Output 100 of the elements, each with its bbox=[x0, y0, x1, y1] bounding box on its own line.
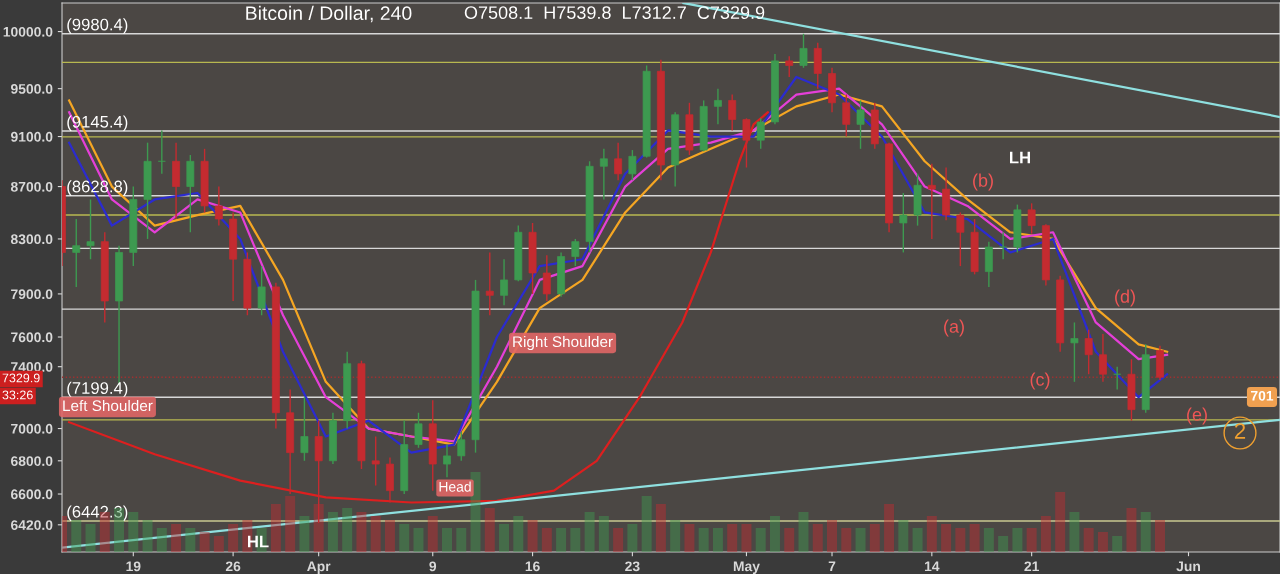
bar bbox=[342, 508, 353, 552]
bar bbox=[370, 516, 381, 552]
bar bbox=[413, 528, 424, 552]
ref-line-label: (9980.4) bbox=[67, 18, 128, 34]
bar bbox=[1126, 508, 1137, 552]
bar bbox=[855, 528, 866, 552]
candlestick bbox=[542, 254, 551, 302]
y-tick-label: 7000.0 bbox=[11, 423, 53, 434]
bar bbox=[955, 528, 966, 552]
bar bbox=[442, 528, 452, 552]
y-tick-label: 7600.0 bbox=[11, 332, 53, 343]
x-tick-label: 23 bbox=[625, 561, 640, 572]
bar bbox=[941, 524, 952, 552]
candlestick bbox=[72, 218, 81, 288]
x-tick-label: 21 bbox=[1024, 561, 1039, 572]
bar bbox=[228, 524, 239, 552]
text: 33:26 bbox=[2, 390, 33, 400]
bar bbox=[541, 528, 552, 552]
candlestick bbox=[443, 443, 451, 478]
bar bbox=[584, 512, 595, 552]
candlestick bbox=[500, 258, 508, 306]
candlestick bbox=[927, 163, 936, 240]
bar bbox=[1026, 528, 1037, 552]
text: 7329.9 bbox=[2, 373, 40, 383]
bar bbox=[912, 528, 923, 552]
annotation: Right Shoulder bbox=[513, 335, 613, 351]
bar bbox=[1097, 532, 1108, 552]
bar bbox=[812, 524, 823, 552]
annotation: (d) bbox=[1115, 289, 1135, 307]
bar bbox=[556, 528, 567, 552]
bar bbox=[427, 516, 438, 552]
bar bbox=[527, 520, 538, 552]
bar bbox=[983, 528, 994, 552]
bar bbox=[769, 516, 780, 552]
y-tick-label: 8300.0 bbox=[10, 234, 53, 245]
annotation: Left Shoulder bbox=[63, 399, 153, 412]
bar bbox=[884, 504, 895, 552]
annotation: (a) bbox=[944, 319, 964, 337]
annotation: HL bbox=[248, 535, 269, 548]
candlestick bbox=[756, 117, 765, 150]
candlestick bbox=[856, 99, 865, 150]
bar bbox=[142, 520, 153, 552]
ref-line-label: (7199.4) bbox=[67, 381, 128, 398]
bar bbox=[784, 528, 795, 552]
annotation: (c) bbox=[1030, 372, 1050, 390]
candlestick bbox=[614, 141, 623, 181]
bar bbox=[285, 496, 296, 552]
candlestick bbox=[799, 33, 808, 69]
x-tick-label: 26 bbox=[225, 561, 241, 572]
candlestick bbox=[1099, 333, 1107, 383]
bar bbox=[641, 496, 652, 552]
y-tick-label: 9100.0 bbox=[10, 131, 53, 142]
annotation: 2 bbox=[1234, 423, 1246, 439]
y-tick-label: 6800.0 bbox=[11, 456, 53, 466]
bar bbox=[841, 528, 852, 552]
candlestick bbox=[86, 198, 95, 260]
candlestick bbox=[1027, 202, 1036, 235]
candlestick bbox=[842, 93, 851, 138]
bar bbox=[1083, 528, 1094, 552]
candlestick bbox=[257, 265, 266, 316]
candlestick bbox=[214, 185, 223, 227]
bar bbox=[85, 524, 96, 552]
bar bbox=[926, 516, 937, 552]
y-tick-label: 8700.0 bbox=[10, 181, 53, 192]
candlestick bbox=[485, 251, 494, 316]
candlestick bbox=[785, 55, 794, 78]
bar bbox=[969, 524, 980, 552]
y-tick-label: 6420.0 bbox=[11, 520, 53, 530]
x-tick-label: 9 bbox=[429, 561, 437, 572]
bar bbox=[1040, 516, 1051, 552]
candlestick bbox=[899, 192, 908, 254]
bar bbox=[741, 524, 752, 552]
bar bbox=[213, 536, 224, 552]
annotation: (e) bbox=[1187, 407, 1207, 425]
bar bbox=[270, 504, 281, 552]
annotation: Head bbox=[439, 481, 471, 492]
candlestick bbox=[728, 93, 737, 132]
bar bbox=[1069, 512, 1080, 552]
bar bbox=[1154, 520, 1165, 552]
bar bbox=[185, 528, 196, 552]
ref-line-label: (6442.3) bbox=[67, 505, 128, 521]
annotation: 701 bbox=[1251, 390, 1274, 401]
bar bbox=[484, 508, 495, 552]
bar bbox=[613, 528, 624, 552]
x-tick-label: May bbox=[733, 561, 760, 574]
chart-title: Bitcoin / Dollar, 240 bbox=[246, 5, 412, 23]
y-tick-label: 7900.0 bbox=[11, 289, 53, 300]
candlestick bbox=[714, 87, 722, 126]
bar bbox=[313, 504, 324, 552]
x-tick-label: 19 bbox=[126, 561, 141, 572]
x-tick-label: Apr bbox=[307, 561, 331, 574]
candlestick bbox=[956, 211, 965, 267]
bar bbox=[655, 504, 666, 552]
candlestick bbox=[742, 117, 751, 169]
bar bbox=[1012, 528, 1023, 552]
annotation: LH bbox=[1010, 151, 1030, 164]
y-tick-label: 6600.0 bbox=[11, 489, 53, 500]
y-tick-label: 7400.0 bbox=[11, 362, 53, 372]
x-tick-label: 14 bbox=[924, 561, 940, 572]
bar bbox=[798, 512, 809, 552]
